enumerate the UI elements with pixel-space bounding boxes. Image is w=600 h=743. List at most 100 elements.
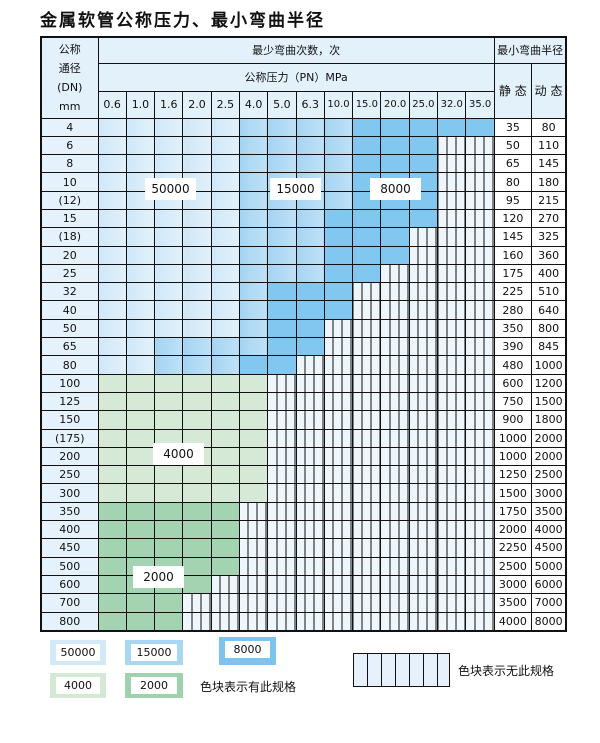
- static-radius-cell: 1750: [493, 501, 532, 522]
- spec-cell: [323, 208, 354, 229]
- no-spec-cell: [465, 373, 495, 393]
- spec-cell: [154, 355, 184, 375]
- spec-cell: [125, 410, 156, 430]
- spec-cell: [97, 428, 127, 448]
- no-spec-cell: [465, 263, 495, 284]
- spec-cell: [238, 190, 269, 210]
- no-spec-cell: [380, 520, 410, 540]
- legend-hatched-swatch: [353, 653, 450, 687]
- no-spec-cell: [408, 574, 439, 595]
- no-spec-cell: [380, 373, 410, 393]
- spec-cell: [154, 154, 184, 174]
- dynamic-radius-cell: 180: [530, 172, 567, 192]
- no-spec-cell: [182, 593, 212, 613]
- dn-cell: 450: [40, 538, 99, 558]
- spec-cell: [238, 172, 269, 192]
- spec-cell: [238, 263, 269, 284]
- no-spec-cell: [352, 556, 382, 576]
- spec-cell: [210, 428, 240, 448]
- no-spec-cell: [437, 410, 467, 430]
- spec-cell: [323, 190, 354, 210]
- table-row: 4 35 80: [40, 117, 567, 137]
- dynamic-radius-cell: 640: [530, 300, 567, 320]
- no-spec-cell: [437, 538, 467, 558]
- spec-cell: [97, 190, 127, 210]
- no-spec-cell: [437, 154, 467, 174]
- no-spec-cell: [352, 574, 382, 595]
- spec-cell: [182, 465, 212, 485]
- no-spec-cell: [380, 282, 410, 302]
- no-spec-cell: [323, 465, 354, 485]
- table-row: 25 175 400: [40, 263, 567, 284]
- static-radius-cell: 1000: [493, 428, 532, 448]
- spec-cell: [154, 282, 184, 302]
- spec-cell: [323, 300, 354, 320]
- spec-cell: [125, 135, 156, 156]
- no-spec-cell: [295, 355, 325, 375]
- spec-cell: [323, 172, 354, 192]
- spec-cell: [238, 337, 269, 357]
- no-spec-cell: [465, 446, 495, 467]
- spec-cell: [125, 373, 156, 393]
- spec-cell: [465, 117, 495, 137]
- no-spec-cell: [465, 593, 495, 613]
- no-spec-cell: [465, 172, 495, 192]
- no-spec-cell: [408, 611, 439, 632]
- no-spec-cell: [267, 483, 297, 503]
- no-spec-cell: [408, 318, 439, 339]
- legend-15000: 15000: [125, 640, 183, 665]
- dynamic-radius-cell: 1200: [530, 373, 567, 393]
- no-spec-cell: [465, 355, 495, 375]
- no-spec-cell: [380, 263, 410, 284]
- static-radius-cell: 3500: [493, 593, 532, 613]
- spec-cell: [238, 355, 269, 375]
- spec-cell: [295, 318, 325, 339]
- no-spec-cell: [465, 520, 495, 540]
- spec-cell: [154, 391, 184, 412]
- spec-cell: [97, 538, 127, 558]
- spec-cell: [182, 154, 212, 174]
- pn-column-header: 1.6: [154, 90, 184, 119]
- spec-cell: [408, 135, 439, 156]
- spec-cell: [210, 245, 240, 265]
- no-spec-cell: [323, 520, 354, 540]
- no-spec-cell: [437, 611, 467, 632]
- legend-4000: 4000: [50, 673, 106, 698]
- no-spec-cell: [210, 611, 240, 632]
- no-spec-cell: [380, 465, 410, 485]
- spec-cell: [125, 245, 156, 265]
- spec-cell: [210, 300, 240, 320]
- page-title: 金属软管公称压力、最小弯曲半径: [40, 11, 325, 31]
- spec-cell: [210, 337, 240, 357]
- no-spec-cell: [352, 282, 382, 302]
- spec-cell: [125, 538, 156, 558]
- dynamic-radius-cell: 400: [530, 263, 567, 284]
- dn-cell: 250: [40, 465, 99, 485]
- no-spec-cell: [408, 593, 439, 613]
- table-row: 20 160 360: [40, 245, 567, 265]
- spec-cell: [97, 245, 127, 265]
- table-row: 65 390 845: [40, 337, 567, 357]
- spec-cell: [125, 263, 156, 284]
- no-spec-cell: [352, 410, 382, 430]
- spec-cell: [182, 355, 212, 375]
- spec-cell: [154, 501, 184, 522]
- table-row: 250 1250 2500: [40, 465, 567, 485]
- spec-cell: [154, 611, 184, 632]
- no-spec-cell: [323, 611, 354, 632]
- spec-cell: [267, 154, 297, 174]
- no-spec-cell: [465, 538, 495, 558]
- dn-cell: 32: [40, 282, 99, 302]
- table-row: (175) 1000 2000: [40, 428, 567, 448]
- no-spec-cell: [352, 300, 382, 320]
- spec-cell: [154, 538, 184, 558]
- spec-cell: [182, 117, 212, 137]
- no-spec-cell: [323, 373, 354, 393]
- static-radius-cell: 65: [493, 154, 532, 174]
- table-row: (18) 145 325: [40, 227, 567, 247]
- no-spec-cell: [238, 501, 269, 522]
- spec-cell: [267, 355, 297, 375]
- dn-cell: (12): [40, 190, 99, 210]
- spec-cell: [267, 227, 297, 247]
- pn-column-header: 2.5: [210, 90, 240, 119]
